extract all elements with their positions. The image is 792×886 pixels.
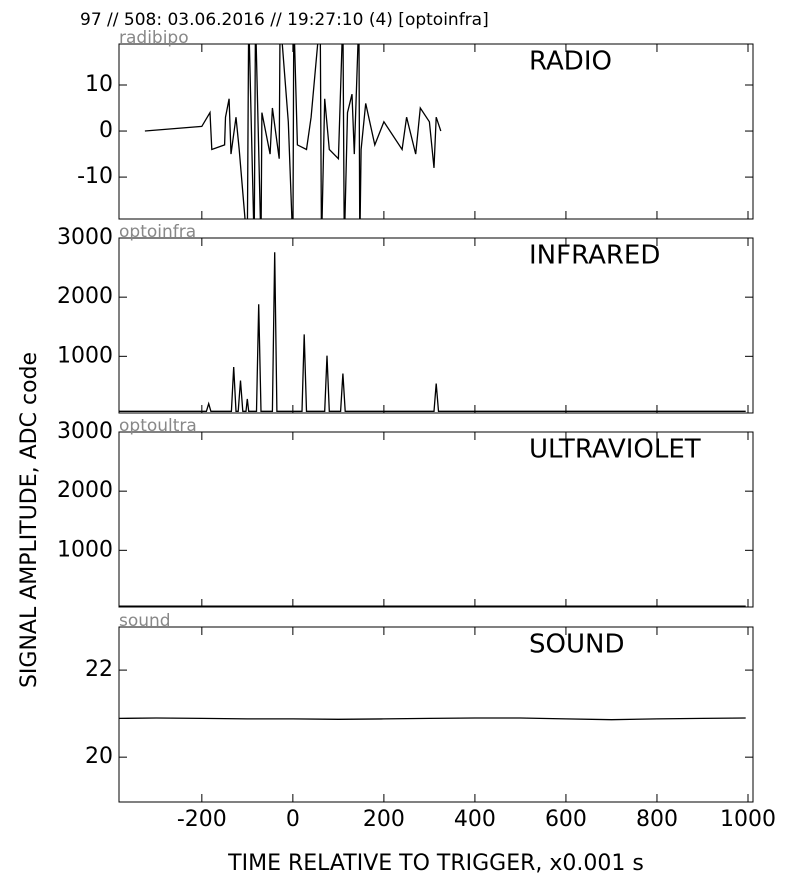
panel: 20 22 -200 0 200 400 600 800 1000 sound SOUND bbox=[85, 611, 776, 832]
y-axis-label: SIGNAL AMPLITUDE, ADC code bbox=[17, 352, 42, 688]
x-tick-label: 1000 bbox=[720, 807, 776, 832]
x-tick-label: 400 bbox=[454, 807, 496, 832]
y-tick-label: 20 bbox=[85, 744, 113, 769]
y-tick-label: 10 bbox=[85, 72, 113, 97]
y-tick-label: -10 bbox=[77, 164, 113, 189]
panel-title: SOUND bbox=[529, 630, 624, 660]
plot-frame bbox=[119, 627, 753, 802]
panel: 1000 2000 3000 optoultra ULTRAVIOLET bbox=[57, 416, 753, 607]
signal-line bbox=[119, 252, 746, 411]
x-tick-label: -200 bbox=[177, 807, 227, 832]
channel-label: optoinfra bbox=[119, 222, 196, 242]
y-tick-label: 1000 bbox=[57, 343, 113, 368]
panel-title: RADIO bbox=[529, 47, 612, 77]
y-tick-label: 2000 bbox=[57, 478, 113, 503]
channel-label: sound bbox=[119, 611, 171, 631]
panel-title: ULTRAVIOLET bbox=[529, 435, 701, 465]
channel-label: optoultra bbox=[119, 416, 197, 436]
panel-title: INFRARED bbox=[529, 241, 660, 271]
signal-line bbox=[119, 718, 746, 720]
panel: 1000 2000 3000 optoinfra INFRARED bbox=[57, 222, 753, 413]
x-tick-label: 0 bbox=[286, 807, 300, 832]
x-tick-label: 800 bbox=[636, 807, 678, 832]
y-tick-label: 2000 bbox=[57, 284, 113, 309]
y-tick-label: 3000 bbox=[57, 225, 113, 250]
panel: -10 0 10 radibipo RADIO bbox=[77, 16, 753, 246]
x-tick-label: 200 bbox=[363, 807, 405, 832]
y-tick-label: 0 bbox=[99, 118, 113, 143]
x-tick-label: 600 bbox=[545, 807, 587, 832]
figure-title: 97 // 508: 03.06.2016 // 19:27:10 (4) [o… bbox=[80, 10, 489, 30]
y-tick-label: 3000 bbox=[57, 419, 113, 444]
y-tick-label: 1000 bbox=[57, 537, 113, 562]
channel-label: radibipo bbox=[119, 28, 189, 48]
y-tick-label: 22 bbox=[85, 657, 113, 682]
x-axis-label: TIME RELATIVE TO TRIGGER, x0.001 s bbox=[227, 851, 644, 876]
